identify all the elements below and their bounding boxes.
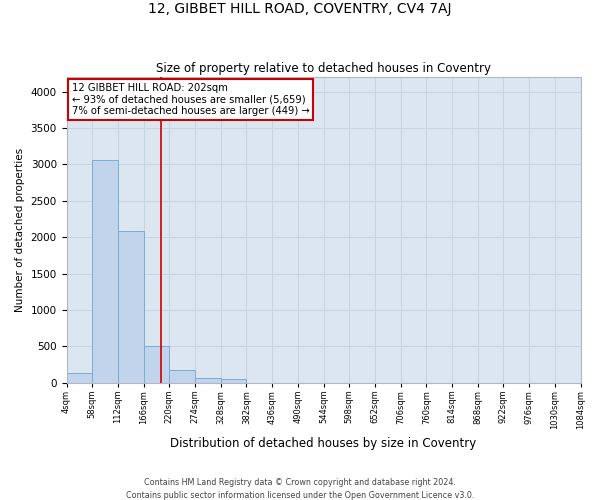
X-axis label: Distribution of detached houses by size in Coventry: Distribution of detached houses by size … xyxy=(170,437,476,450)
Bar xyxy=(67,374,92,382)
Bar xyxy=(169,370,195,382)
Bar xyxy=(143,346,169,383)
Text: 12 GIBBET HILL ROAD: 202sqm
← 93% of detached houses are smaller (5,659)
7% of s: 12 GIBBET HILL ROAD: 202sqm ← 93% of det… xyxy=(71,83,310,116)
Y-axis label: Number of detached properties: Number of detached properties xyxy=(15,148,25,312)
Bar xyxy=(195,378,221,382)
Title: Size of property relative to detached houses in Coventry: Size of property relative to detached ho… xyxy=(156,62,491,74)
Text: Contains HM Land Registry data © Crown copyright and database right 2024.
Contai: Contains HM Land Registry data © Crown c… xyxy=(126,478,474,500)
Bar xyxy=(92,160,118,382)
Bar xyxy=(118,232,143,382)
Bar xyxy=(221,379,247,382)
Text: 12, GIBBET HILL ROAD, COVENTRY, CV4 7AJ: 12, GIBBET HILL ROAD, COVENTRY, CV4 7AJ xyxy=(148,2,452,16)
